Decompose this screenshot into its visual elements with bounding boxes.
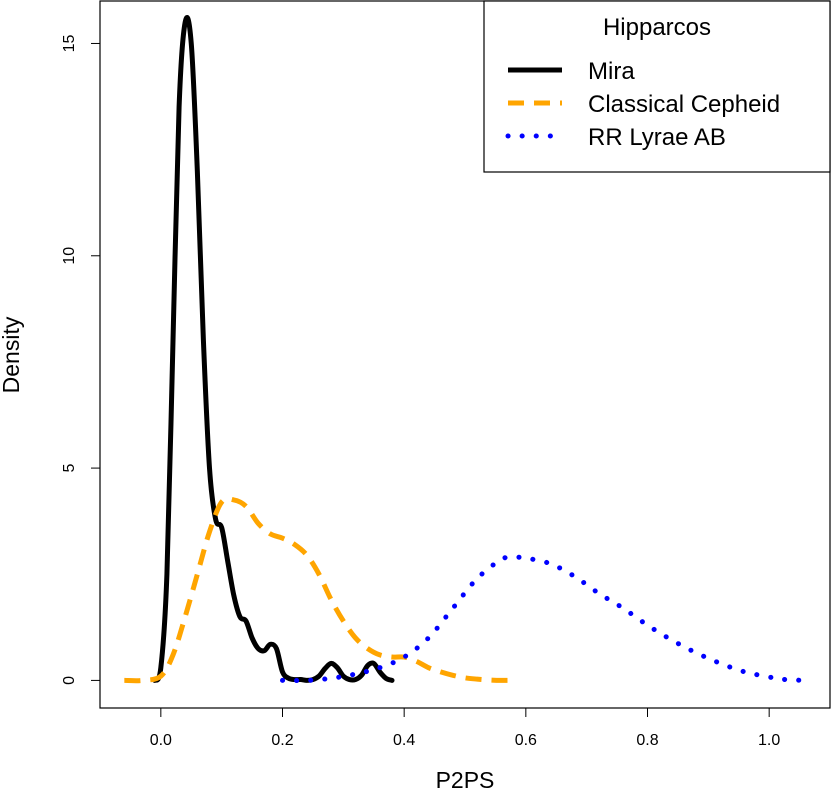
series-layer [124,15,809,684]
x-tick-label: 0.2 [271,732,293,749]
legend-label-mira: Mira [588,58,635,85]
legend-title: Hipparcos [603,14,711,41]
x-tick-label: 0.0 [150,732,172,749]
x-tick-label: 1.0 [758,732,780,749]
x-tick-label: 0.6 [515,732,537,749]
x-axis-title: P2PS [436,767,495,793]
legend-label-rr-lyrae-ab: RR Lyrae AB [588,124,726,151]
x-tick-label: 0.8 [636,732,658,749]
y-tick-label: 5 [61,464,78,473]
series-line-rr-lyrae-ab [280,554,809,684]
x-tick-label: 0.4 [393,732,415,749]
y-axis: 0 5 10 15 [61,34,101,685]
legend-label-classical-cepheid: Classical Cepheid [588,91,780,118]
series-line-mira [152,15,395,683]
y-tick-label: 0 [61,676,78,685]
legend: Hipparcos Mira Classical Cepheid RR Lyra… [483,0,831,173]
y-tick-label: 10 [61,247,78,265]
x-axis: 0.0 0.2 0.4 0.6 0.8 1.0 [150,707,780,749]
series-line-classical-cepheid [124,496,514,684]
y-axis-title: Density [0,316,24,393]
legend-box [483,0,831,173]
y-tick-label: 15 [61,34,78,52]
